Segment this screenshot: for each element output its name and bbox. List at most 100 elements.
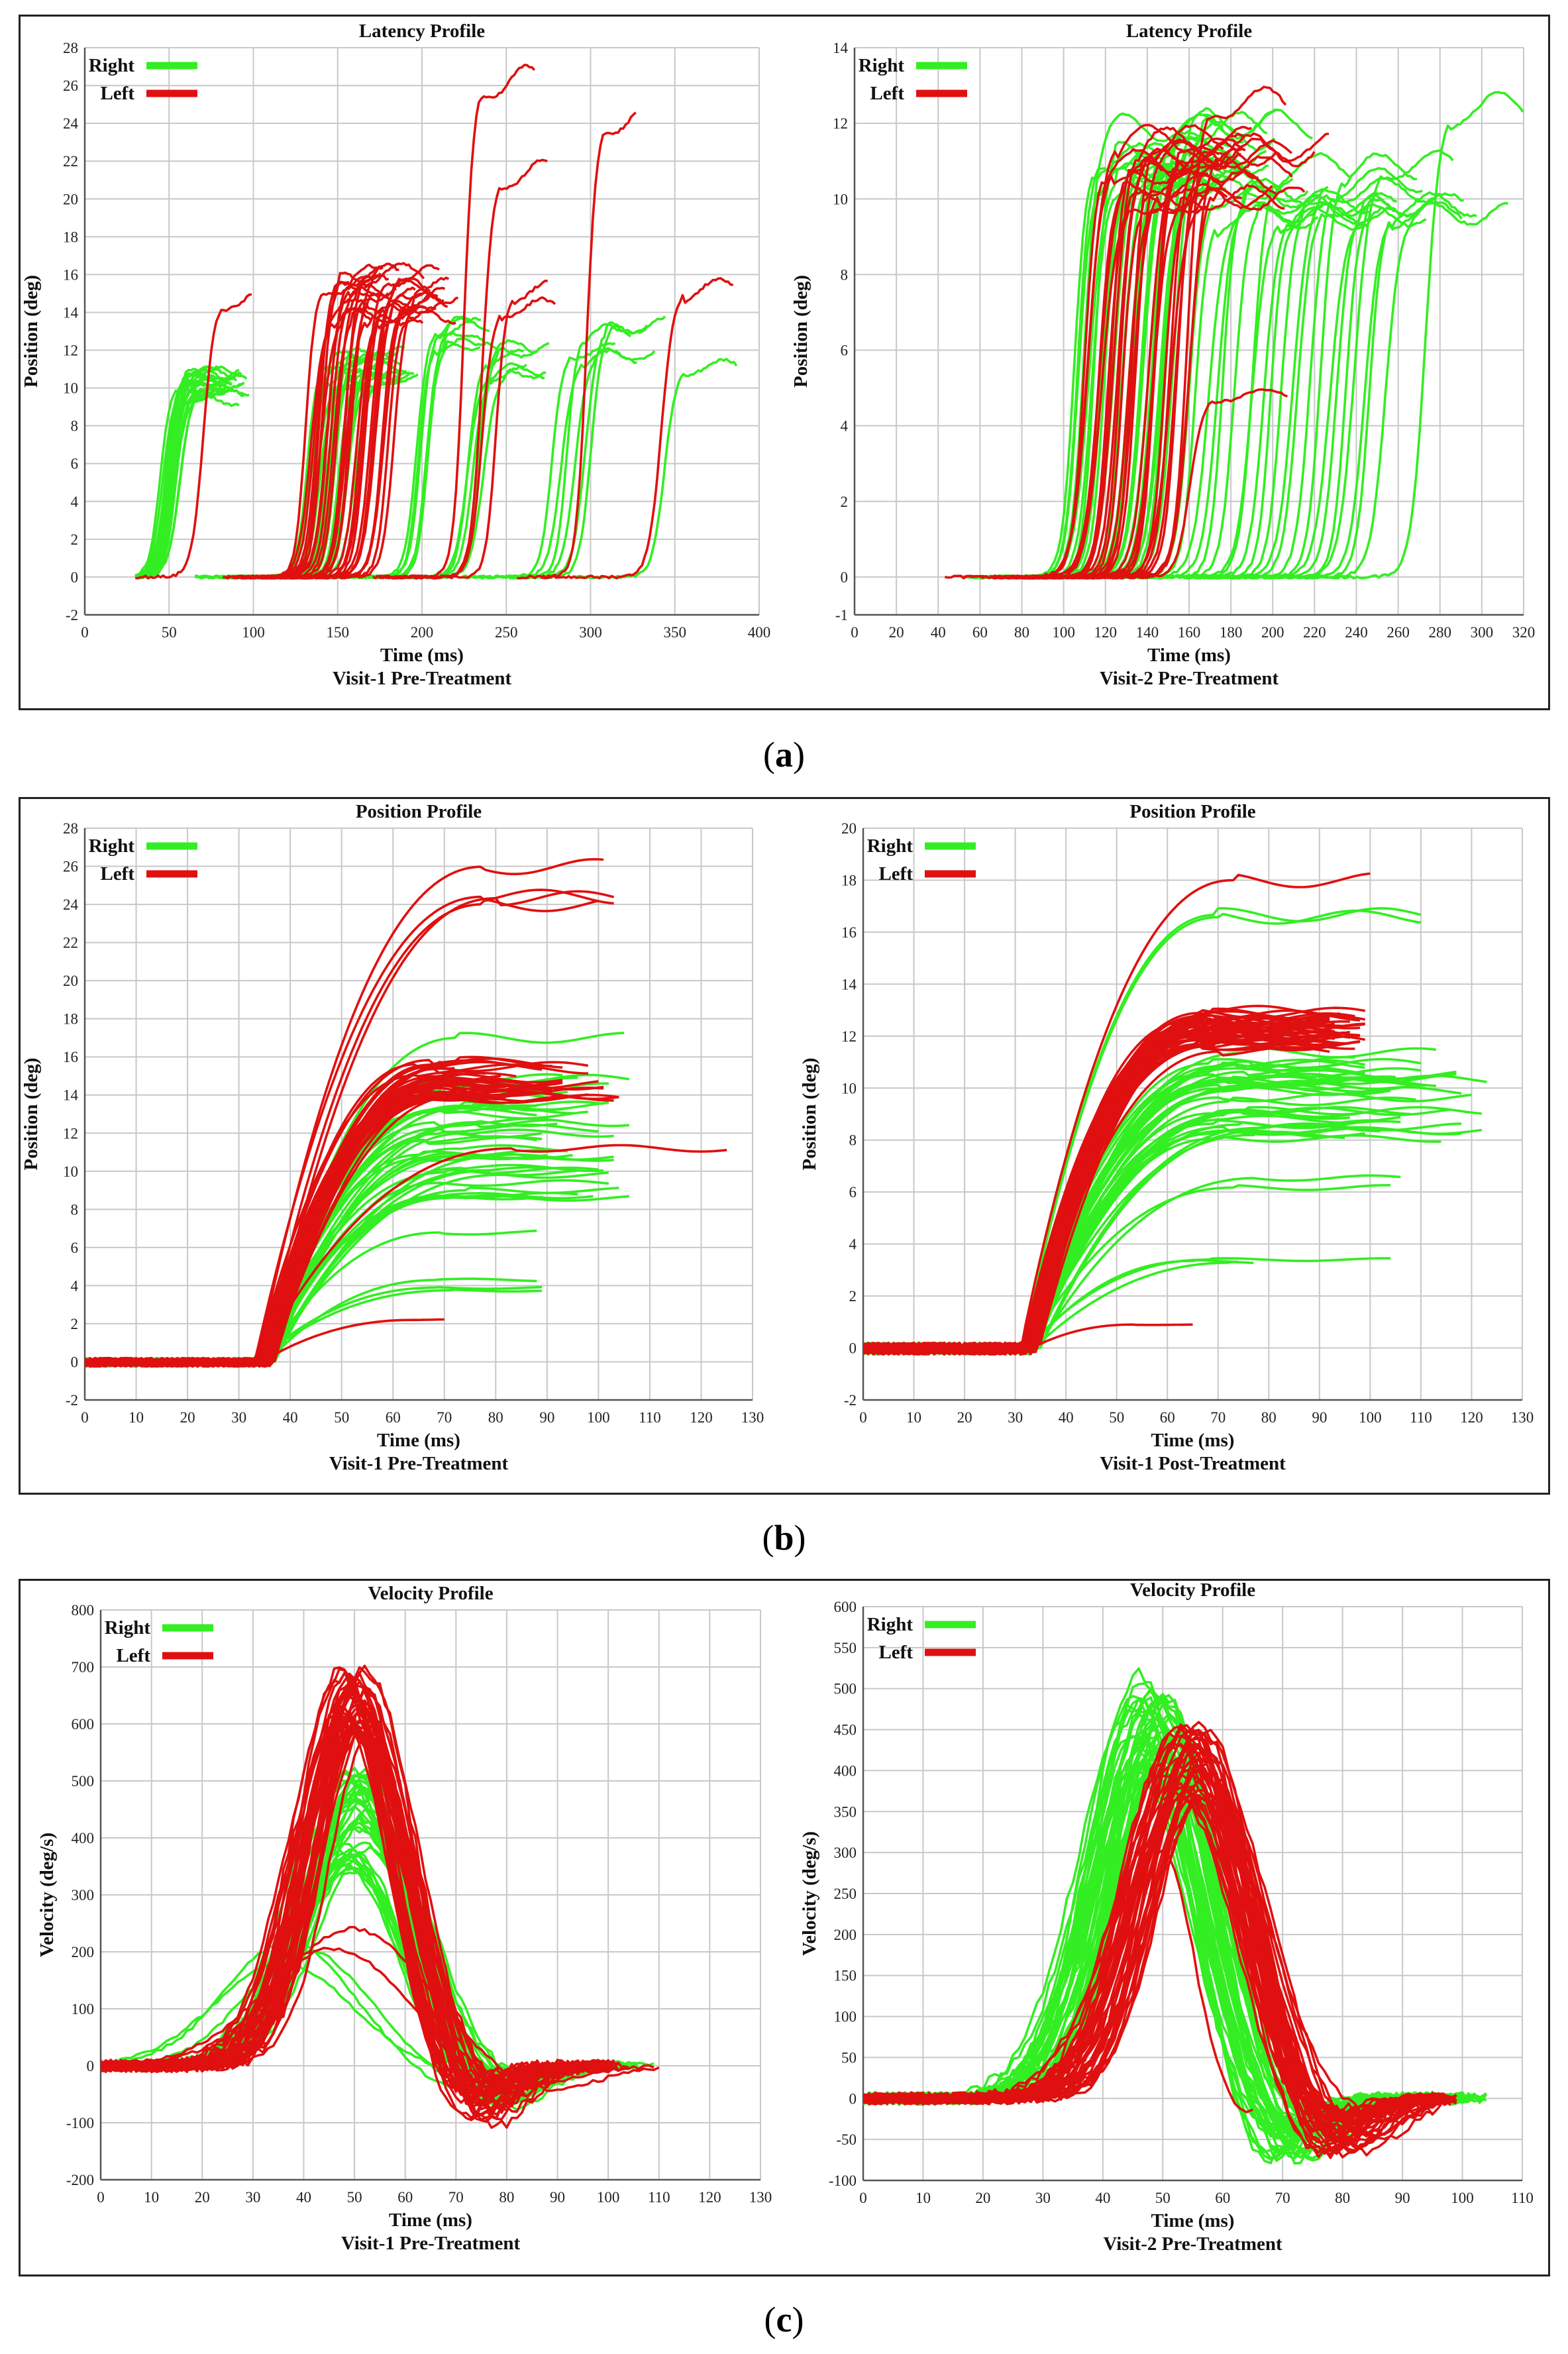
y-tick-label: 12 — [63, 1125, 78, 1142]
left-eye-trace — [101, 1925, 660, 2092]
y-tick-label: 200 — [834, 1927, 857, 1943]
y-tick-label: 350 — [834, 1803, 857, 1820]
x-tick-label: 30 — [1008, 1409, 1023, 1426]
y-tick-label: 6 — [71, 456, 79, 472]
x-tick-label: 140 — [1136, 624, 1159, 641]
left-eye-trace — [101, 1664, 609, 2093]
y-tick-label: -100 — [66, 2115, 94, 2131]
y-tick-label: 2 — [849, 1288, 857, 1305]
left-eye-trace — [863, 1786, 1457, 2126]
x-tick-label: 110 — [1511, 2190, 1534, 2206]
x-tick-label: 90 — [539, 1409, 554, 1426]
x-tick-label: 0 — [859, 1409, 867, 1426]
x-axis-label: Time (ms) — [1151, 2210, 1235, 2231]
x-tick-label: 120 — [698, 2189, 721, 2206]
left-eye-trace — [101, 1695, 614, 2096]
x-tick-label: 60 — [386, 1409, 401, 1426]
right-eye-trace — [134, 372, 217, 579]
y-tick-label: 500 — [834, 1681, 857, 1697]
x-axis-label: Time (ms) — [389, 2210, 472, 2231]
left-eye-trace — [517, 111, 637, 580]
x-tick-label: 100 — [597, 2189, 620, 2206]
series-lines — [944, 85, 1524, 580]
left-eye-trace — [85, 888, 614, 1367]
x-tick-label: 100 — [587, 1409, 610, 1426]
left-eye-trace — [85, 1318, 444, 1368]
x-tick-label: 260 — [1386, 624, 1410, 641]
x-tick-label: 130 — [741, 1409, 764, 1426]
x-tick-label: 70 — [448, 2189, 464, 2206]
y-tick-label: 24 — [63, 115, 79, 132]
x-tick-label: 50 — [162, 624, 177, 641]
left-eye-trace — [863, 1788, 1457, 2151]
y-tick-label: -2 — [844, 1392, 857, 1409]
y-tick-label: 500 — [72, 1773, 95, 1790]
y-tick-label: 4 — [841, 418, 849, 435]
y-tick-label: 450 — [834, 1722, 857, 1739]
y-tick-label: 24 — [63, 896, 79, 913]
chart-subtitle: Visit-2 Pre-Treatment — [1103, 2233, 1282, 2255]
series-lines — [863, 872, 1487, 1356]
y-axis-label: Velocity (deg/s) — [799, 1831, 820, 1956]
x-tick-label: 70 — [1275, 2190, 1290, 2206]
chart-title: Velocity Profile — [1130, 1579, 1255, 1601]
right-eye-trace — [1266, 201, 1508, 580]
x-tick-label: 120 — [690, 1409, 713, 1426]
y-tick-label: 14 — [833, 40, 849, 56]
left-eye-trace — [378, 280, 548, 580]
x-tick-label: 20 — [180, 1409, 195, 1426]
y-tick-label: 150 — [834, 1968, 857, 1984]
x-tick-label: 40 — [283, 1409, 298, 1426]
x-tick-label: 100 — [1052, 624, 1075, 641]
right-eye-trace — [134, 375, 227, 579]
y-tick-label: 2 — [841, 494, 849, 510]
y-tick-label: -200 — [66, 2172, 94, 2188]
chart-b1: 0 10 20 30 40 50 60 70 80 90 100 110 120 130-20246810… — [21, 801, 764, 1474]
legend-label-left: Left — [870, 83, 904, 104]
y-tick-label: 0 — [841, 569, 849, 586]
x-tick-label: 250 — [495, 624, 518, 641]
y-tick-label: 10 — [63, 1163, 78, 1180]
y-tick-label: 400 — [72, 1830, 95, 1846]
x-tick-label: 180 — [1220, 624, 1243, 641]
y-tick-label: 0 — [849, 1340, 857, 1357]
x-tick-label: 60 — [972, 624, 988, 641]
chart-c2: 0 10 20 30 40 50 60 70 80 90 100 110 -100 -50 0 50 100 15… — [799, 1579, 1534, 2255]
y-tick-label: 10 — [841, 1080, 857, 1097]
x-tick-label: 110 — [1410, 1409, 1432, 1426]
left-eye-trace — [135, 293, 252, 580]
y-tick-label: 6 — [841, 343, 849, 359]
y-tick-label: 2 — [71, 1316, 79, 1332]
legend-label-left: Left — [100, 83, 134, 104]
x-tick-label: 160 — [1178, 624, 1201, 641]
y-axis-label: Position (deg) — [790, 275, 811, 388]
x-tick-label: 50 — [347, 2189, 362, 2206]
y-tick-label: -100 — [829, 2172, 857, 2189]
x-tick-label: 50 — [1155, 2190, 1171, 2206]
left-eye-trace — [863, 1034, 1361, 1356]
y-tick-label: 50 — [841, 2049, 857, 2066]
x-axis-label: Time (ms) — [1147, 645, 1231, 666]
y-tick-label: 26 — [63, 78, 78, 94]
x-tick-label: 80 — [1261, 1409, 1277, 1426]
y-tick-label: 250 — [834, 1886, 857, 1902]
x-tick-label: 30 — [231, 1409, 246, 1426]
x-tick-label: 30 — [1035, 2190, 1051, 2206]
x-tick-label: 0 — [859, 2190, 867, 2206]
chart-title: Velocity Profile — [368, 1583, 493, 1604]
x-tick-label: 100 — [242, 624, 265, 641]
y-tick-label: 22 — [63, 153, 78, 170]
left-eye-trace — [863, 872, 1371, 1356]
left-eye-trace — [85, 1144, 727, 1368]
x-tick-label: 50 — [334, 1409, 349, 1426]
y-tick-label: 2 — [71, 531, 79, 548]
x-tick-label: 80 — [488, 1409, 503, 1426]
y-tick-label: 0 — [71, 1354, 79, 1370]
x-tick-label: 60 — [1160, 1409, 1175, 1426]
y-tick-label: 14 — [63, 1087, 79, 1104]
chart-subtitle: Visit-1 Pre-Treatment — [341, 2233, 521, 2254]
chart-title: Position Profile — [356, 801, 482, 822]
y-tick-label: 18 — [63, 1011, 78, 1028]
x-tick-label: 20 — [975, 2190, 990, 2206]
chart-a2: 0 20 40 60 80 100 120 140 160 180 200 220 240 260 280 3… — [790, 21, 1535, 689]
